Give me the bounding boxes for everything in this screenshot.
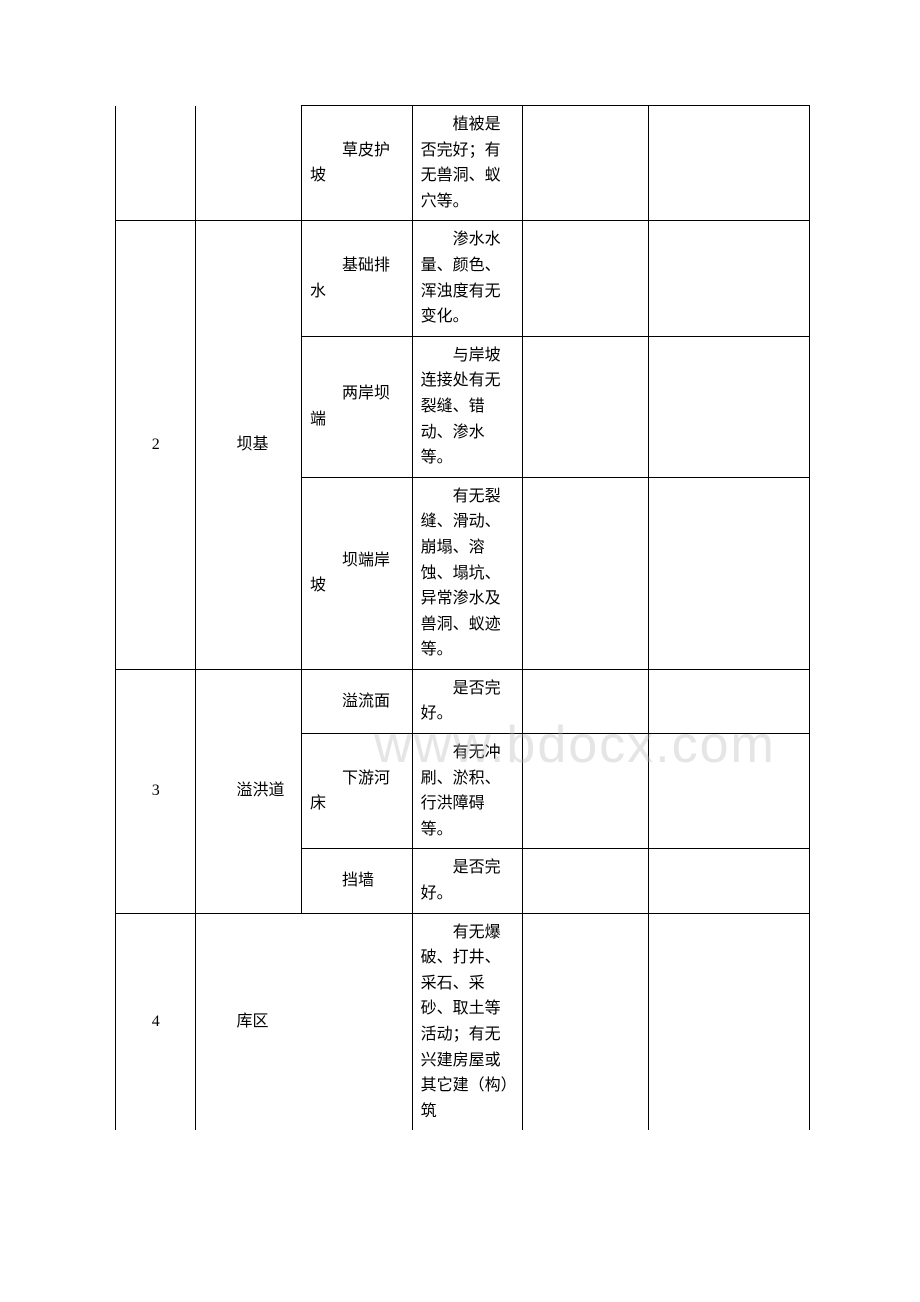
cell-content: 与岸坡连接处有无裂缝、错动、渗水等。 (412, 336, 523, 477)
content-text: 植被是否完好；有无兽洞、蚁穴等。 (421, 112, 515, 214)
table-row: 2 坝基 基础排水 渗水水量、颜色、浑浊度有无变化。 (116, 221, 810, 336)
sub-text: 基础排水 (310, 253, 404, 304)
sub-text: 草皮护坡 (310, 138, 404, 189)
cell-sub: 基础排水 (302, 221, 413, 336)
cell-empty (649, 913, 810, 1130)
sub-text: 挡墙 (310, 868, 404, 894)
cell-empty (649, 221, 810, 336)
cell-empty (523, 669, 649, 733)
content-text: 与岸坡连接处有无裂缝、错动、渗水等。 (421, 343, 515, 471)
cell-empty (523, 106, 649, 221)
cell-cat: 坝基 (196, 221, 302, 670)
page-container: www.bdocx.com 草皮护坡 植被是否完好；有无兽洞、蚁穴等。 2 坝基… (115, 105, 810, 1130)
sub-text: 下游河床 (310, 766, 404, 817)
cell-empty (523, 734, 649, 849)
cell-content: 有无爆破、打井、采石、采砂、取土等活动；有无兴建房屋或其它建（构）筑 (412, 913, 523, 1130)
cell-content: 是否完好。 (412, 669, 523, 733)
cell-num: 3 (116, 669, 196, 913)
cell-content: 是否完好。 (412, 849, 523, 913)
cell-num: 2 (116, 221, 196, 670)
cell-sub: 坝端岸坡 (302, 477, 413, 669)
cat-text: 坝基 (204, 432, 293, 458)
cell-empty (649, 849, 810, 913)
cell-content: 植被是否完好；有无兽洞、蚁穴等。 (412, 106, 523, 221)
cell-cat: 库区 (196, 913, 412, 1130)
cell-content: 有无冲刷、淤积、行洪障碍等。 (412, 734, 523, 849)
cell-sub: 下游河床 (302, 734, 413, 849)
content-text: 有无爆破、打井、采石、采砂、取土等活动；有无兴建房屋或其它建（构）筑 (421, 920, 515, 1125)
sub-text: 坝端岸坡 (310, 548, 404, 599)
cell-sub: 溢流面 (302, 669, 413, 733)
cell-sub: 两岸坝端 (302, 336, 413, 477)
cell-empty (649, 669, 810, 733)
table-row: 3 溢洪道 溢流面 是否完好。 (116, 669, 810, 733)
table-row: 草皮护坡 植被是否完好；有无兽洞、蚁穴等。 (116, 106, 810, 221)
content-text: 有无冲刷、淤积、行洪障碍等。 (421, 740, 515, 842)
content-text: 有无裂缝、滑动、崩塌、溶蚀、塌坑、异常渗水及兽洞、蚁迹等。 (421, 484, 515, 663)
cat-text: 库区 (204, 1009, 403, 1035)
cell-cat: 溢洪道 (196, 669, 302, 913)
cell-empty (523, 849, 649, 913)
cell-empty (523, 477, 649, 669)
cell-content: 渗水水量、颜色、浑浊度有无变化。 (412, 221, 523, 336)
sub-text: 两岸坝端 (310, 381, 404, 432)
cell-num (116, 106, 196, 221)
cell-empty (523, 336, 649, 477)
cell-empty (523, 221, 649, 336)
cell-sub: 草皮护坡 (302, 106, 413, 221)
content-text: 是否完好。 (421, 676, 515, 727)
cell-empty (649, 734, 810, 849)
content-text: 是否完好。 (421, 855, 515, 906)
table-row: 4 库区 有无爆破、打井、采石、采砂、取土等活动；有无兴建房屋或其它建（构）筑 (116, 913, 810, 1130)
cell-empty (649, 477, 810, 669)
cell-num: 4 (116, 913, 196, 1130)
inspection-table: 草皮护坡 植被是否完好；有无兽洞、蚁穴等。 2 坝基 基础排水 渗水水量、颜色、… (115, 105, 810, 1130)
cell-sub: 挡墙 (302, 849, 413, 913)
cell-empty (649, 336, 810, 477)
content-text: 渗水水量、颜色、浑浊度有无变化。 (421, 227, 515, 329)
cell-empty (523, 913, 649, 1130)
cat-text: 溢洪道 (204, 778, 293, 804)
cell-cat (196, 106, 302, 221)
sub-text: 溢流面 (310, 689, 404, 715)
cell-content: 有无裂缝、滑动、崩塌、溶蚀、塌坑、异常渗水及兽洞、蚁迹等。 (412, 477, 523, 669)
cell-empty (649, 106, 810, 221)
